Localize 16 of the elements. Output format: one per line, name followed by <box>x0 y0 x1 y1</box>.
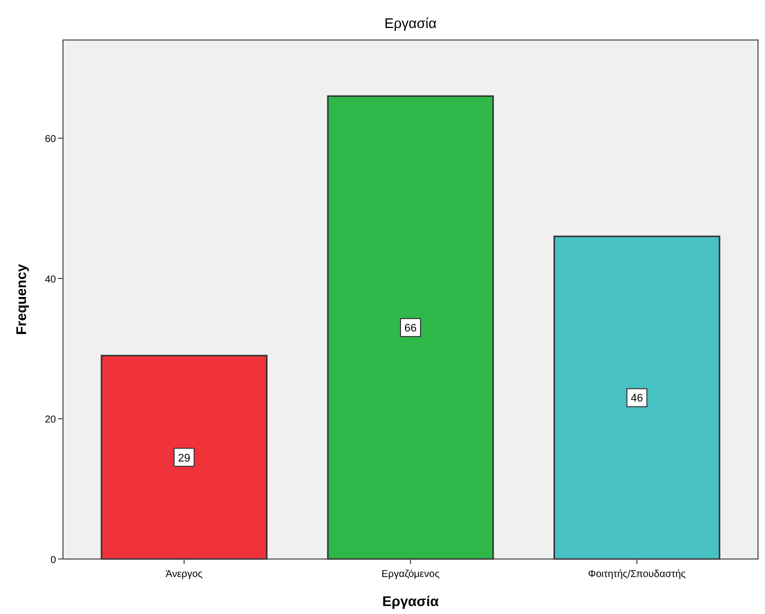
x-tick-label: Άνεργος <box>166 569 203 580</box>
y-tick-label: 20 <box>44 414 56 426</box>
y-tick-label: 60 <box>44 134 56 146</box>
y-tick-label: 40 <box>44 274 56 286</box>
x-tick-label: Φοιτητής/Σπουδαστής <box>588 569 686 580</box>
data-label: 46 <box>630 392 644 405</box>
y-axis-title: Frequency <box>13 264 29 335</box>
data-label: 29 <box>178 452 190 464</box>
x-axis-title: Εργασία <box>382 593 440 609</box>
bar <box>100 354 268 560</box>
y-tick-label: 0 <box>50 555 56 566</box>
bar <box>327 95 494 560</box>
data-label: 66 <box>404 322 417 335</box>
x-tick-label: Εργαζόμενος <box>381 569 440 580</box>
chart-title: Εργασία <box>384 15 437 31</box>
bar <box>554 236 720 560</box>
